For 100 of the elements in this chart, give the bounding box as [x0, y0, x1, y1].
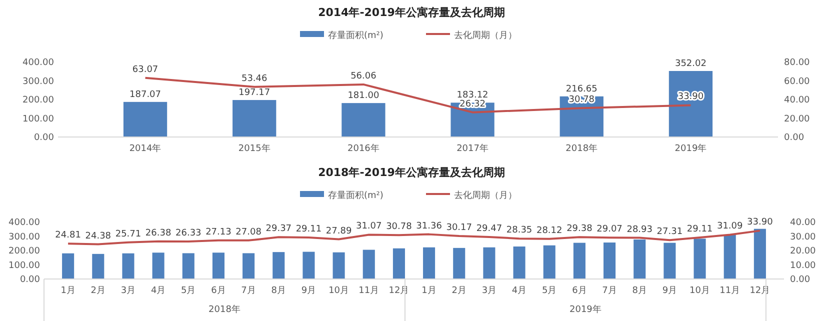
- bar: [453, 248, 466, 279]
- bar: [342, 103, 386, 137]
- text: 2019年: [570, 304, 602, 315]
- x-tick-label: 2017年: [456, 143, 488, 154]
- y-tick-label: 400.00: [8, 218, 40, 228]
- y2-tick-label: 40.00: [784, 96, 810, 106]
- data-label: 29.37: [266, 224, 292, 234]
- bar: [543, 245, 556, 279]
- x-tick-label: 6月: [572, 286, 587, 296]
- bar: [62, 253, 74, 279]
- data-label: 30.78: [568, 95, 595, 106]
- data-label: 187.07: [130, 90, 162, 100]
- x-tick-label: 8月: [632, 286, 647, 296]
- bar: [332, 252, 345, 279]
- x-tick-label: 2016年: [348, 143, 380, 154]
- data-label: 31.09: [716, 222, 744, 232]
- data-label: 216.65: [566, 84, 598, 94]
- data-label: 56.06: [350, 71, 377, 82]
- x-tick-label: 1月: [60, 286, 76, 296]
- data-label: 24.38: [85, 231, 112, 242]
- data-label: 30.78: [386, 222, 412, 232]
- y2-tick-label: 40.00: [790, 218, 816, 228]
- x-tick-label: 7月: [602, 286, 617, 296]
- x-tick-label: 6月: [211, 286, 226, 296]
- x-tick-label: 8月: [271, 286, 286, 296]
- y-tick-label: 400.00: [22, 58, 54, 68]
- data-label: 29.47: [476, 224, 502, 234]
- bar: [604, 242, 616, 279]
- data-label: 27.89: [326, 226, 352, 236]
- data-label: 31.36: [416, 221, 442, 232]
- data-label: 63.07: [132, 64, 158, 75]
- data-label: 29.11: [686, 224, 713, 235]
- data-label: 29.11: [296, 224, 322, 235]
- bar: [694, 238, 706, 279]
- data-label: 33.90: [678, 92, 704, 102]
- bar: [152, 252, 164, 279]
- bar: [92, 254, 104, 279]
- x-tick-label: 2018年: [566, 143, 598, 154]
- x-tick-label: 5月: [181, 286, 196, 296]
- bar: [302, 252, 315, 279]
- data-label: 24.81: [55, 230, 81, 241]
- x-tick-label: 12月: [750, 286, 770, 296]
- legend-label: 去化周期（月）: [454, 30, 517, 41]
- data-label: 53.46: [241, 74, 268, 84]
- x-tick-label: 7月: [241, 286, 256, 296]
- x-tick-label: 2月: [452, 286, 466, 296]
- y2-tick-label: 60.00: [784, 76, 810, 87]
- x-tick-label: 11月: [358, 286, 380, 296]
- data-label: 28.35: [506, 226, 532, 236]
- data-label: 27.13: [206, 227, 232, 238]
- bar: [123, 102, 168, 137]
- bar: [754, 228, 766, 279]
- x-tick-label: 4月: [512, 286, 527, 296]
- x-tick-label: 9月: [301, 286, 316, 296]
- y-tick-label: 100.00: [8, 260, 40, 271]
- x-tick-label: 5月: [542, 286, 557, 296]
- y-tick-label: 300.00: [8, 232, 40, 242]
- chart-title: 2014年-2019年公寓存量及去化周期: [318, 6, 505, 19]
- y2-tick-label: 80.00: [784, 58, 810, 68]
- bar: [573, 242, 586, 279]
- x-tick-label: 2014年: [129, 143, 162, 154]
- bar: [122, 253, 134, 279]
- y-tick-label: 0.00: [34, 133, 54, 143]
- bar: [182, 253, 194, 279]
- y-tick-label: 0.00: [20, 275, 40, 285]
- bar: [483, 247, 496, 279]
- y2-tick-label: 20.00: [784, 114, 810, 124]
- data-label: 27.31: [656, 227, 683, 238]
- y-tick-label: 200.00: [8, 246, 40, 256]
- y-tick-label: 300.00: [22, 76, 54, 87]
- x-tick-label: 12月: [388, 286, 410, 296]
- x-tick-label: 9月: [662, 286, 678, 296]
- data-label: 29.38: [566, 224, 593, 234]
- x-tick-label: 2月: [90, 286, 106, 296]
- text: 2018年: [208, 304, 240, 315]
- bar: [423, 247, 436, 279]
- bar: [242, 253, 255, 279]
- bar: [362, 250, 375, 279]
- bar: [212, 252, 224, 279]
- y-tick-label: 200.00: [22, 96, 54, 106]
- bar: [392, 248, 405, 279]
- data-label: 26.33: [176, 228, 202, 238]
- bar: [664, 242, 676, 279]
- data-label: 181.00: [348, 91, 380, 102]
- data-label: 25.71: [115, 229, 142, 240]
- y-tick-label: 100.00: [22, 114, 54, 124]
- legend-label: 存量面积(m²): [328, 190, 384, 201]
- x-tick-label: 10月: [328, 286, 350, 296]
- data-label: 31.07: [356, 222, 382, 232]
- data-label: 28.12: [536, 226, 562, 236]
- data-label: 183.12: [456, 90, 488, 101]
- x-tick-label: 1月: [422, 286, 436, 296]
- data-label: 28.93: [626, 224, 652, 235]
- data-label: 33.90: [747, 218, 774, 228]
- data-label: 29.07: [596, 224, 622, 235]
- data-label: 30.17: [446, 223, 472, 234]
- data-label: 197.17: [238, 88, 270, 98]
- bar: [513, 246, 526, 279]
- bar: [634, 240, 646, 279]
- x-tick-label: 2019年: [674, 143, 707, 154]
